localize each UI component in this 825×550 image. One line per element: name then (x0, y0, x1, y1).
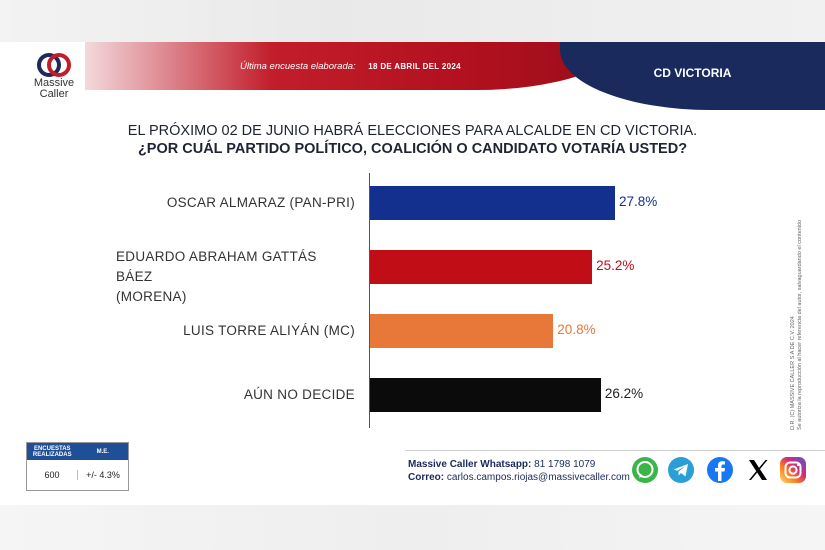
whatsapp-icon[interactable] (630, 455, 660, 485)
x-icon[interactable] (743, 455, 773, 485)
bar-value-label-3: 20.8% (557, 322, 596, 337)
category-label-2-line-2: (MORENA) (116, 289, 187, 304)
category-label-1-line-1: OSCAR ALMARAZ (PAN-PRI) (166, 195, 355, 210)
stats-values: 600 +/- 4.3% (27, 460, 128, 490)
email-label: Correo: (408, 472, 445, 483)
copyright-line1: D.R. (C) MASSIVE CALLER S.A DE C.V. 2024 (790, 316, 796, 430)
category-label-3-line-1: LUIS TORRE ALIYÁN (MC) (183, 323, 355, 338)
stats-header-surveys: ENCUESTAS REALIZADAS (32, 445, 72, 458)
survey-stats-box: ENCUESTAS REALIZADAS M.E. 600 +/- 4.3% (26, 442, 129, 491)
question-line1: EL PRÓXIMO 02 DE JUNIO HABRÁ ELECCIONES … (127, 123, 698, 139)
facebook-icon[interactable] (705, 455, 735, 485)
city-label: CD VICTORIA (653, 66, 732, 80)
category-label-3: LUIS TORRE ALIYÁN (MC) (100, 321, 355, 341)
top-background (0, 0, 825, 42)
footer-divider (405, 450, 825, 451)
whatsapp-number: 81 1798 1079 (534, 459, 596, 470)
stats-margin: +/- 4.3% (86, 470, 120, 480)
email-contact: Correo: carlos.campos.riojas@massivecall… (408, 472, 630, 483)
bar-3 (370, 314, 554, 348)
logo-icon (37, 53, 71, 77)
bottom-background (0, 505, 825, 550)
bar-4 (370, 378, 601, 412)
copyright-note: D.R. (C) MASSIVE CALLER S.A DE C.V. 2024… (790, 140, 804, 430)
category-label-4-line-1: AÚN NO DECIDE (243, 387, 355, 402)
logo-line1: Massive (33, 77, 75, 89)
bar-value-label-1: 27.8% (619, 194, 658, 209)
logo-line2: Caller (39, 88, 69, 100)
chart-axis-line (369, 173, 370, 428)
massive-caller-logo: Massive Caller (22, 52, 86, 104)
bar-value-label-4: 26.2% (604, 386, 644, 401)
stats-header-margin: M.E. (96, 448, 109, 455)
category-label-2: EDUARDO ABRAHAM GATTÁS BÁEZ (MORENA) (100, 247, 355, 307)
whatsapp-contact: Massive Caller Whatsapp: 81 1798 1079 (408, 459, 595, 470)
whatsapp-label: Massive Caller Whatsapp: (408, 459, 532, 470)
bar-1 (370, 186, 615, 220)
header-red-band (85, 42, 620, 90)
category-label-2-line-1: EDUARDO ABRAHAM GATTÁS BÁEZ (116, 249, 317, 284)
bar-value-label-2: 25.2% (596, 258, 635, 273)
survey-date: Última encuesta elaborada: 18 DE ABRIL D… (240, 61, 461, 72)
stats-header: ENCUESTAS REALIZADAS M.E. (27, 443, 128, 460)
category-label-1: OSCAR ALMARAZ (PAN-PRI) (100, 193, 355, 213)
bar-2 (370, 250, 593, 284)
instagram-icon[interactable] (778, 455, 808, 485)
stats-sample: 600 (27, 470, 78, 480)
question-line2: ¿POR CUÁL PARTIDO POLÍTICO, COALICIÓN O … (137, 141, 688, 157)
telegram-icon[interactable] (666, 455, 696, 485)
copyright-line2: Se autoriza la reproducción al hacer ref… (797, 219, 803, 430)
survey-date-value: 18 DE ABRIL DEL 2024 (368, 62, 461, 71)
email-address[interactable]: carlos.campos.riojas@massivecaller.com (446, 472, 630, 483)
survey-date-label: Última encuesta elaborada: (240, 61, 356, 72)
category-label-4: AÚN NO DECIDE (100, 385, 355, 405)
